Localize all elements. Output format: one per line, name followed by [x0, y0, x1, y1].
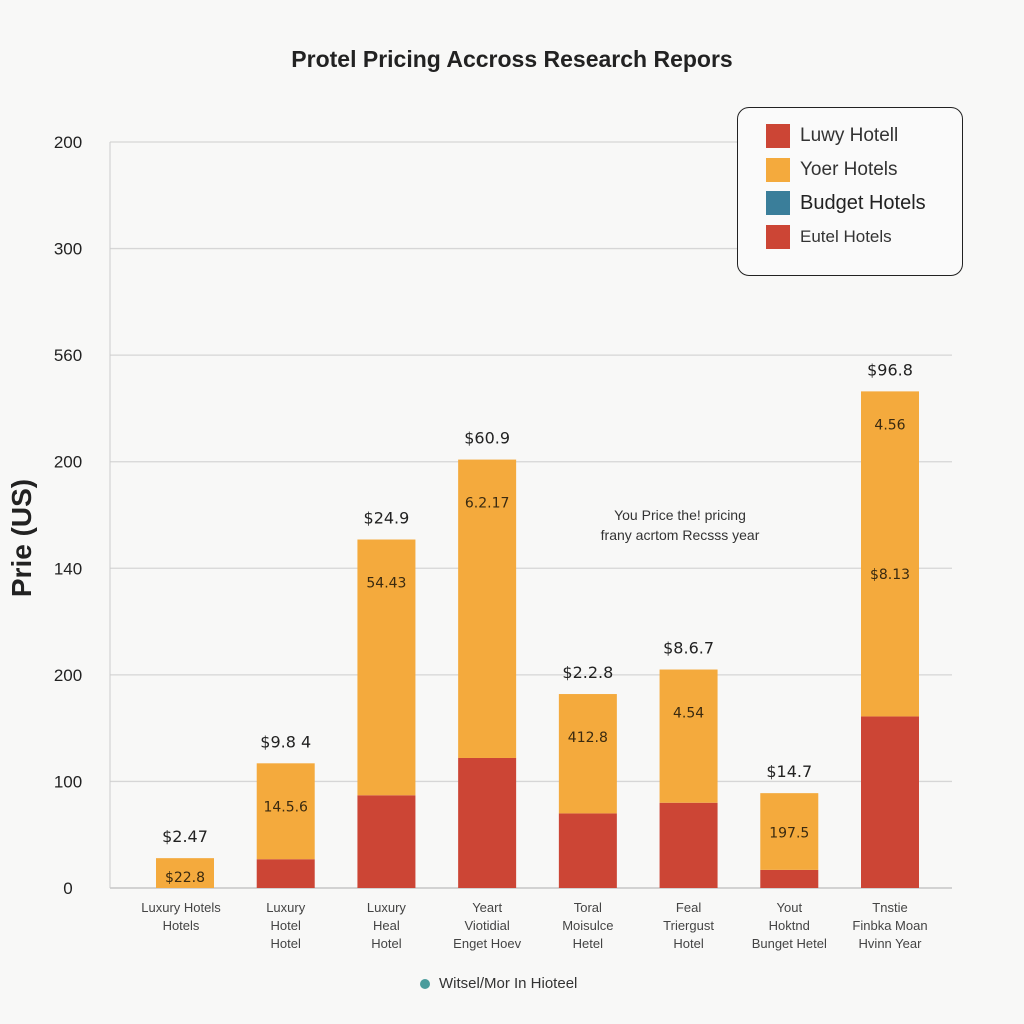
annotation: You Price the! pricing frany acrtom Recs… — [570, 505, 790, 545]
y-tick-label: 300 — [54, 240, 82, 259]
x-tick-label: Finbka Moan — [852, 918, 927, 933]
legend: Luwy Hotell Yoer Hotels Budget Hotels Eu… — [737, 107, 963, 276]
bar-segment — [659, 669, 718, 803]
legend-item: Budget Hotels — [766, 191, 926, 215]
bar-inner-label: 197.5 — [769, 826, 809, 842]
x-tick-label: Hetel — [573, 936, 603, 951]
bar-segment — [357, 795, 416, 888]
legend-label: Budget Hotels — [800, 191, 926, 214]
bar-inner-label: 4.54 — [673, 706, 704, 722]
bar-segment — [861, 716, 919, 888]
x-tick-label: Hotels — [163, 918, 200, 933]
x-tick-label: Moisulce — [562, 918, 613, 933]
bar-segment — [357, 539, 416, 796]
x-tick-label: Luxury — [266, 900, 306, 915]
footer-legend: Witsel/Mor In Hioteel — [420, 975, 577, 992]
x-tick-label: Luxury Hotels — [141, 900, 221, 915]
bar-segment — [760, 793, 819, 870]
bar-inner-label: $8.13 — [870, 567, 910, 583]
bar-segment — [156, 858, 214, 888]
bar-segment — [861, 391, 919, 717]
bar-inner-label: $22.8 — [165, 870, 205, 886]
legend-label: Luwy Hotell — [800, 125, 899, 146]
x-tick-label: Feal — [676, 900, 701, 915]
x-tick-label: Luxury — [367, 900, 407, 915]
legend-swatch — [766, 225, 790, 249]
bar-total-label: $14.7 — [766, 762, 812, 781]
legend-swatch — [766, 124, 790, 148]
bar-inner-label: 6.2.17 — [465, 496, 510, 512]
x-tick-label: Bunget Hetel — [752, 936, 827, 951]
bar-total-label: $2.47 — [162, 827, 208, 846]
legend-label: Eutel Hotels — [800, 227, 892, 246]
y-tick-label: 0 — [63, 879, 72, 898]
bar-total-label: $24.9 — [364, 509, 410, 528]
x-tick-label: Yout — [777, 900, 803, 915]
x-tick-label: Tnstie — [872, 900, 907, 915]
bar-inner-label: 4.56 — [874, 417, 905, 433]
y-tick-label: 100 — [54, 772, 82, 791]
x-tick-label: Hvinn Year — [859, 936, 923, 951]
y-tick-label: 140 — [54, 559, 82, 578]
chart-title: Protel Pricing Accross Research Repors — [291, 46, 733, 72]
x-tick-label: Hoktnd — [769, 918, 810, 933]
bar-segment — [458, 757, 517, 888]
x-tick-label: Hotel — [271, 936, 301, 951]
annotation-line: frany acrtom Recsss year — [600, 527, 760, 543]
bar-segment — [458, 459, 517, 758]
x-tick-label: Enget Hoev — [453, 936, 521, 951]
bar-inner-label: 54.43 — [366, 576, 406, 592]
footer-legend-label: Witsel/Mor In Hioteel — [439, 975, 578, 992]
legend-item: Yoer Hotels — [766, 158, 898, 182]
y-tick-label: 560 — [54, 346, 82, 365]
legend-label: Yoer Hotels — [800, 159, 898, 180]
bar-total-label: $9.8 4 — [260, 732, 311, 751]
y-tick-label: 200 — [54, 133, 82, 152]
x-tick-label: Heal — [373, 918, 400, 933]
legend-swatch — [766, 191, 790, 215]
x-tick-label: Triergust — [663, 918, 714, 933]
legend-item: Eutel Hotels — [766, 225, 892, 249]
y-tick-label: 200 — [54, 666, 82, 685]
footer-legend-dot — [420, 978, 430, 989]
x-tick-label: Viotidial — [464, 918, 509, 933]
bar-segment — [760, 869, 819, 888]
annotation-line: You Price the! pricing — [614, 507, 746, 523]
x-tick-label: Hotel — [271, 918, 301, 933]
legend-swatch — [766, 158, 790, 182]
bar-segment — [659, 802, 718, 888]
bar-inner-label: 412.8 — [568, 730, 608, 746]
bar-segment — [558, 813, 617, 888]
bar-inner-label: 14.5.6 — [263, 799, 308, 815]
x-tick-label: Hotel — [371, 936, 401, 951]
legend-item: Luwy Hotell — [766, 124, 898, 148]
x-tick-label: Hotel — [673, 936, 703, 951]
bar-segment — [558, 694, 617, 814]
y-tick-label: 200 — [54, 453, 82, 472]
bar-total-label: $2.2.8 — [562, 663, 613, 682]
bar-total-label: $96.8 — [867, 360, 913, 379]
bar-segment — [256, 763, 315, 860]
y-axis-label: Prie (US) — [6, 478, 37, 598]
bar-total-label: $8.6.7 — [663, 639, 714, 658]
x-tick-label: Toral — [574, 900, 602, 915]
bar-total-label: $60.9 — [464, 429, 510, 448]
bar-segment — [256, 859, 315, 888]
x-tick-label: Yeart — [472, 900, 502, 915]
